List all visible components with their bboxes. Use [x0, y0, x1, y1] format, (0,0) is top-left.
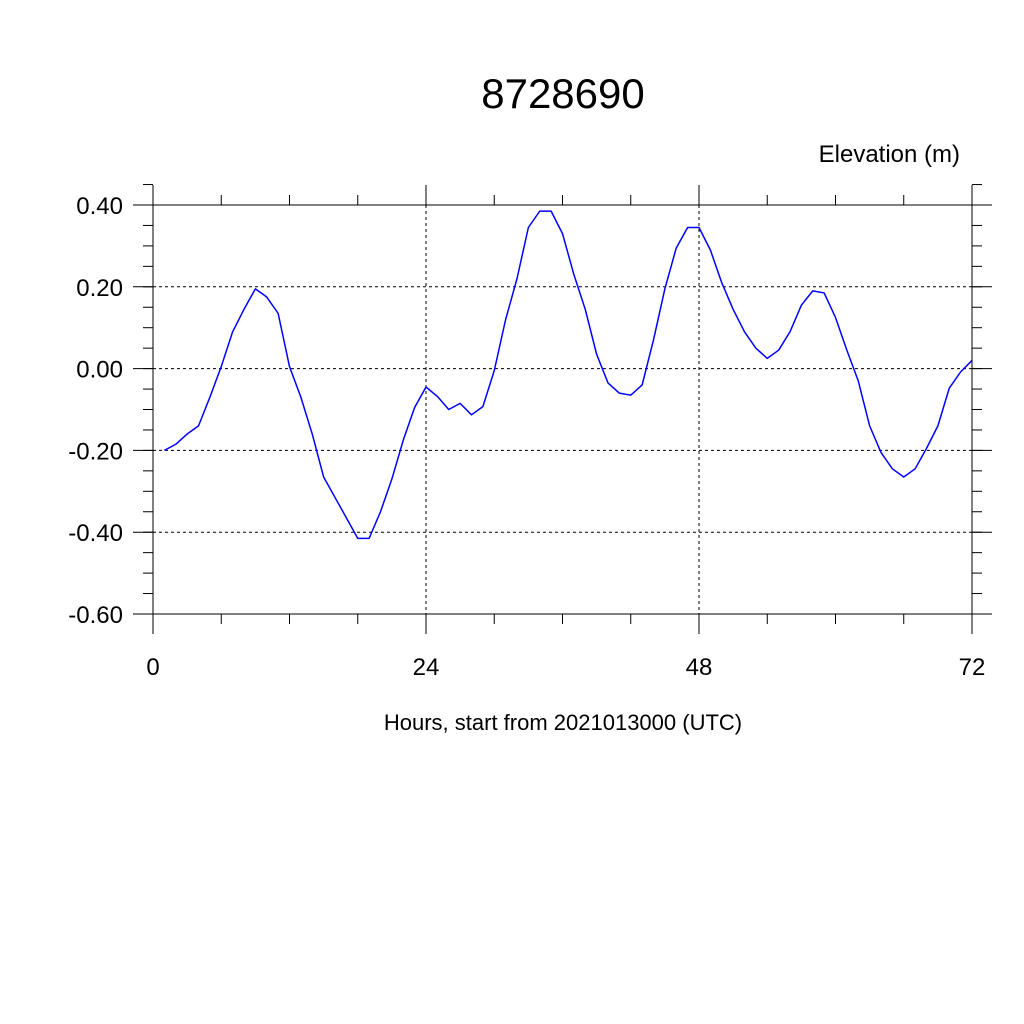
x-tick-label: 48 — [686, 654, 713, 681]
y-tick-label: -0.40 — [68, 520, 123, 547]
y-tick-label: 0.40 — [76, 193, 123, 220]
x-axis-label: Hours, start from 2021013000 (UTC) — [384, 710, 742, 735]
tick-labels: 0.40 0.20 0.00 -0.20 -0.40 -0.60 0 24 48 72 — [68, 193, 985, 681]
series-line — [164, 210, 973, 540]
y-tick-label: 0.00 — [76, 357, 123, 384]
y-tick-label: 0.20 — [76, 275, 123, 302]
ticks — [133, 184, 992, 634]
y-axis-label: Elevation (m) — [819, 141, 960, 168]
x-tick-label: 0 — [146, 654, 159, 681]
plot-frame — [152, 204, 973, 615]
y-tick-label: -0.20 — [68, 438, 123, 465]
chart-title: 8728690 — [481, 70, 645, 117]
y-tick-label: -0.60 — [68, 602, 123, 629]
x-tick-label: 72 — [959, 654, 986, 681]
series-layer — [164, 210, 973, 540]
x-tick-label: 24 — [413, 654, 440, 681]
